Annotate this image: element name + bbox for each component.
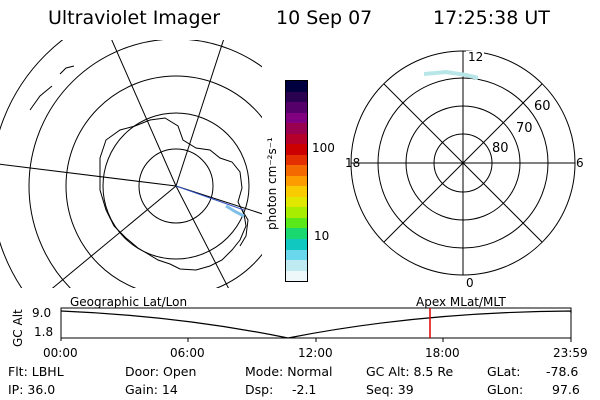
mode-info: Mode: Normal <box>245 364 333 379</box>
mlt-line <box>383 83 543 243</box>
longitude-line <box>111 40 177 187</box>
aurora-patch <box>225 204 245 218</box>
glat-label: GLat: <box>487 364 521 379</box>
colorbar-segment <box>286 102 307 113</box>
longitude-line <box>175 185 229 288</box>
plot-frame <box>60 307 572 339</box>
altitude-timeline-plot <box>60 307 572 342</box>
x-tick-0000: 00:00 <box>43 346 78 360</box>
colorbar-segment <box>286 165 307 176</box>
x-tick-2359: 23:59 <box>553 346 588 360</box>
longitude-line <box>51 185 177 288</box>
antarctica-coastline <box>99 117 247 271</box>
dsp-label: Dsp: <box>245 382 274 397</box>
colorbar-tick-10: 10 <box>314 229 330 243</box>
aurora-glow <box>423 69 479 80</box>
magnetic-polar-map: 12 18 6 0 60 70 80 <box>345 50 584 290</box>
island-outline <box>59 65 75 75</box>
colorbar-segment <box>286 238 307 250</box>
geographic-polar-map <box>0 40 262 288</box>
colorbar-segment <box>286 186 307 197</box>
glat-value: -78.6 <box>546 364 579 379</box>
timeline-right-label: Apex MLat/MLT <box>416 295 506 309</box>
door-info: Door: Open <box>125 364 197 379</box>
colorbar-segment <box>286 91 307 103</box>
longitude-line <box>0 163 177 187</box>
mlt-label-0: 0 <box>466 276 474 290</box>
time-label: 17:25:38 UT <box>433 7 550 29</box>
colorbar-segment <box>286 270 307 282</box>
colorbar-segment <box>286 228 307 239</box>
timeline-left-label: Geographic Lat/Lon <box>70 295 188 309</box>
instrument-title: Ultraviolet Imager <box>48 7 221 29</box>
colorbar-segment <box>286 133 307 145</box>
dsp-value: -2.1 <box>292 382 317 397</box>
glon-label: GLon: <box>487 382 524 397</box>
y-tick-1-8: 1.8 <box>34 325 54 339</box>
colorbar-segment <box>286 260 307 271</box>
latitude-circle <box>0 40 64 288</box>
colorbar-unit: photon cm⁻²s⁻¹ <box>265 137 279 230</box>
lat-label-80: 80 <box>492 141 509 156</box>
x-tick-1800: 18:00 <box>425 346 460 360</box>
colorbar-segment <box>286 144 307 155</box>
colorbar-segment <box>286 249 307 261</box>
colorbar-segment <box>286 154 307 166</box>
latitude-circle <box>65 75 262 288</box>
gc-alt-info: GC Alt: 8.5 Re <box>366 364 454 379</box>
glon-value: 97.6 <box>552 382 580 397</box>
filter-info: Flt: LBHL <box>8 364 64 379</box>
y-tick-9: 9.0 <box>32 306 52 320</box>
ground-track <box>175 185 245 211</box>
latitude-circle <box>138 148 214 224</box>
colorbar-segment <box>286 175 307 187</box>
ip-info: IP: 36.0 <box>8 382 56 397</box>
seq-info: Seq: 39 <box>366 382 414 397</box>
latitude-circle <box>102 112 250 260</box>
lat-label-60: 60 <box>534 99 551 114</box>
colorbar-tick-100: 100 <box>312 141 335 155</box>
x-tick-0600: 06:00 <box>170 346 205 360</box>
x-tick-1200: 12:00 <box>298 346 333 360</box>
colorbar-segment <box>286 112 307 124</box>
colorbar-segment <box>286 123 307 134</box>
mlt-label-18: 18 <box>345 156 360 170</box>
mlt-label-12: 12 <box>468 50 483 64</box>
date-label: 10 Sep 07 <box>276 7 373 29</box>
lat-label-70: 70 <box>516 121 533 136</box>
colorbar-segment <box>286 217 307 229</box>
colorbar <box>285 80 308 282</box>
colorbar-segment <box>286 196 307 208</box>
altitude-curve <box>60 310 572 339</box>
island-outline <box>29 85 53 111</box>
longitude-line <box>175 40 225 187</box>
mlt-label-6: 6 <box>576 156 584 170</box>
gain-info: Gain: 14 <box>125 382 178 397</box>
latitude-circle <box>28 40 262 288</box>
colorbar-segment <box>286 207 307 218</box>
peninsula-coastline <box>239 209 249 247</box>
colorbar-segment <box>286 81 307 92</box>
